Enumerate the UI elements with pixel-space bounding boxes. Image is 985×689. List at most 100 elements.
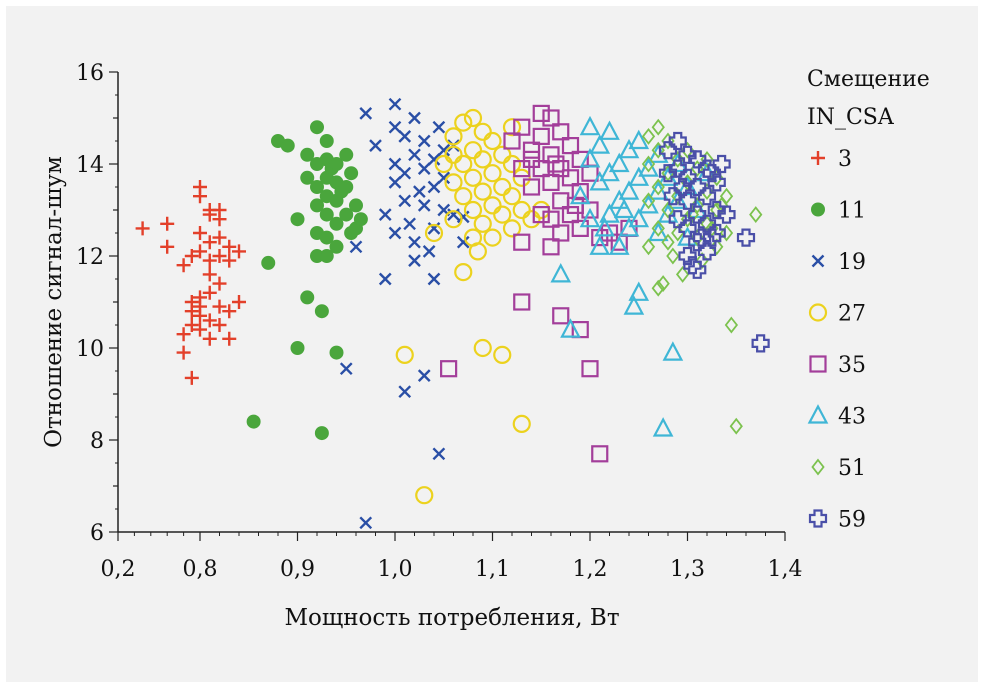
series-35 — [440, 104, 638, 463]
data-point — [388, 226, 402, 240]
data-point — [647, 221, 669, 242]
data-point — [427, 153, 441, 166]
data-point — [415, 486, 434, 505]
data-point — [697, 214, 717, 233]
data-point — [656, 275, 670, 293]
data-point — [202, 267, 217, 282]
data-point — [184, 249, 199, 263]
data-point — [663, 187, 682, 206]
data-point — [329, 216, 344, 231]
data-point — [618, 180, 640, 200]
data-point — [300, 147, 315, 162]
data-point — [628, 129, 650, 150]
data-point — [339, 207, 354, 222]
data-point — [695, 252, 709, 270]
data-point — [444, 210, 463, 229]
data-point — [513, 160, 531, 178]
data-point — [522, 141, 541, 159]
data-point — [310, 120, 324, 135]
figure-panel — [6, 6, 978, 682]
data-point — [512, 168, 531, 187]
data-point — [319, 207, 334, 222]
data-point — [522, 178, 541, 196]
data-point — [403, 217, 416, 231]
data-point — [522, 210, 541, 229]
legend-label: 51 — [838, 456, 866, 481]
data-point — [688, 150, 707, 169]
y-tick-label: 16 — [76, 61, 104, 86]
data-point — [579, 148, 601, 168]
data-point — [398, 194, 412, 208]
data-point — [628, 166, 650, 186]
data-point — [668, 210, 687, 229]
data-point — [641, 238, 656, 256]
data-point — [184, 295, 199, 309]
data-point — [413, 185, 426, 198]
data-point — [542, 146, 560, 164]
data-point — [680, 210, 695, 228]
data-point — [502, 118, 522, 137]
data-point — [513, 233, 531, 251]
data-point — [667, 189, 689, 209]
y-tick-label: 12 — [76, 245, 104, 270]
data-point — [683, 256, 702, 275]
data-point — [398, 385, 412, 399]
data-point — [589, 171, 611, 191]
data-point — [702, 164, 721, 183]
data-point — [339, 180, 354, 194]
data-point — [808, 303, 828, 322]
legend-title: Смещение — [807, 67, 930, 92]
legend-marker — [808, 303, 828, 322]
data-point — [417, 369, 431, 382]
data-point — [212, 299, 227, 314]
x-tick-label: 1,1 — [475, 557, 510, 582]
data-point — [212, 276, 227, 291]
data-point — [290, 212, 305, 227]
data-point — [628, 281, 650, 301]
data-point — [693, 228, 712, 247]
data-point — [232, 244, 246, 259]
data-point — [666, 247, 680, 265]
data-point — [408, 235, 421, 249]
data-point — [532, 206, 550, 224]
data-point — [344, 166, 359, 181]
data-point — [417, 199, 431, 212]
data-point — [468, 242, 487, 261]
data-point — [369, 139, 382, 152]
data-point — [193, 290, 207, 305]
data-point — [202, 331, 217, 346]
data-point — [638, 194, 659, 214]
data-point — [503, 132, 521, 150]
data-point — [193, 322, 207, 337]
data-point — [661, 132, 675, 150]
data-point — [444, 173, 463, 192]
data-point — [613, 198, 635, 219]
data-point — [522, 150, 541, 168]
data-point — [651, 279, 665, 297]
data-point — [388, 120, 402, 134]
data-point — [463, 200, 483, 220]
data-point — [300, 170, 315, 185]
data-point — [678, 246, 697, 266]
data-point — [212, 249, 227, 263]
data-point — [751, 334, 770, 353]
data-point — [184, 318, 199, 332]
data-point — [202, 253, 217, 268]
data-point — [456, 235, 470, 249]
data-point — [652, 417, 674, 437]
data-point — [388, 176, 402, 189]
data-point — [579, 207, 601, 228]
x-tick-label: 1,4 — [768, 557, 803, 582]
legend-label: 11 — [838, 199, 866, 224]
series-59 — [658, 131, 770, 353]
data-point — [591, 445, 609, 463]
legend-label: 43 — [838, 405, 866, 430]
data-point — [651, 178, 665, 196]
data-point — [661, 201, 675, 219]
data-point — [594, 217, 615, 237]
data-point — [599, 161, 620, 182]
data-point — [483, 228, 502, 247]
data-point — [542, 238, 560, 256]
data-point — [408, 148, 421, 162]
data-point — [388, 97, 402, 111]
